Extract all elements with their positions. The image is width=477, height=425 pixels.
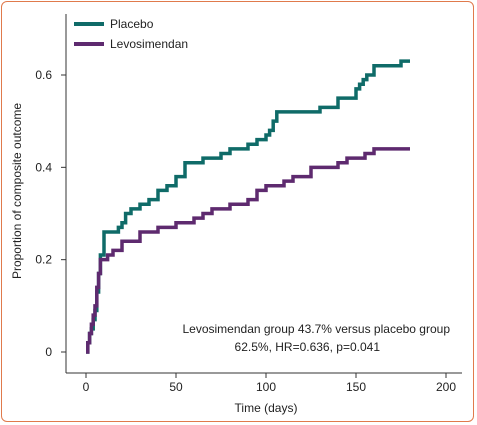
- x-tick-label: 100: [256, 380, 276, 394]
- y-tick-label: 0.4: [35, 160, 52, 174]
- y-tick-label: 0: [45, 345, 52, 359]
- legend-label-placebo: Placebo: [110, 17, 154, 31]
- x-tick-label: 200: [436, 380, 456, 394]
- x-tick-label: 150: [346, 380, 366, 394]
- legend: Placebo Levosimendan: [74, 17, 188, 51]
- y-tick-label: 0.6: [35, 68, 52, 82]
- ticks: 0 50 100 150 200 0 0.2 0.4 0.6: [35, 68, 456, 394]
- legend-label-levosimendan: Levosimendan: [110, 37, 188, 51]
- series-lines: [86, 59, 410, 354]
- x-tick-label: 0: [83, 380, 90, 394]
- annotation-line-1: Levosimendan group 43.7% versus placebo …: [182, 322, 450, 336]
- annotation-line-2: 62.5%, HR=0.636, p=0.041: [235, 340, 381, 354]
- axes: [65, 14, 462, 374]
- y-tick-label: 0.2: [35, 253, 52, 267]
- x-axis-label: Time (days): [235, 401, 298, 415]
- y-axis-label: Proportion of composite outcome: [10, 103, 24, 279]
- series-line-placebo: [86, 59, 410, 354]
- series-line-levosimendan: [86, 147, 410, 354]
- x-tick-label: 50: [169, 380, 183, 394]
